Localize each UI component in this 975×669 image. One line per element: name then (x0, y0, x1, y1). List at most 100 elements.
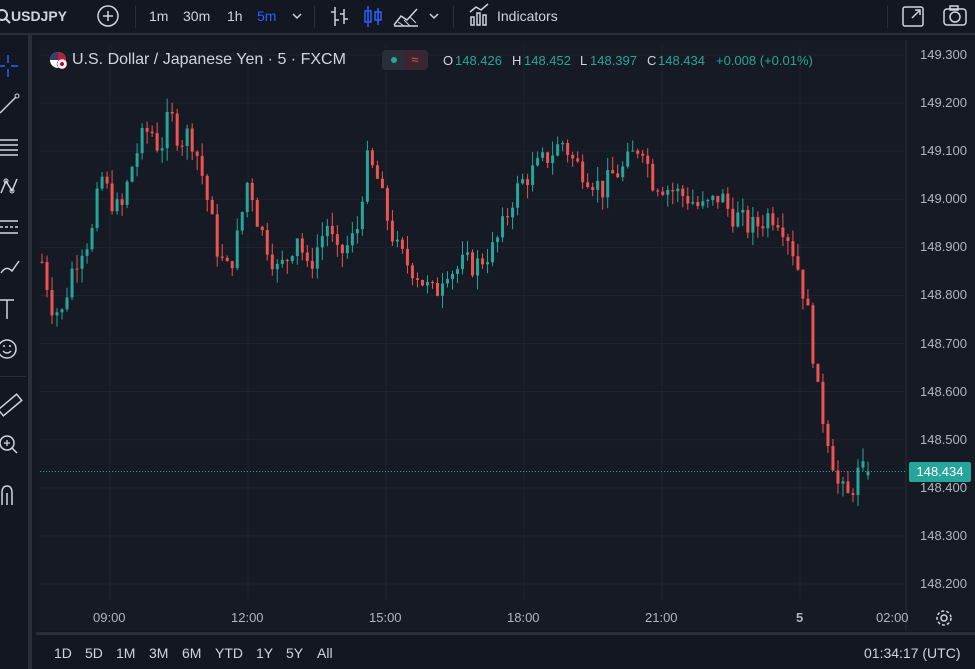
range-1m[interactable]: 1M (116, 645, 136, 661)
interval-30m[interactable]: 30m (183, 8, 211, 24)
candle-body (340, 244, 344, 254)
ohlc-low-label: L (580, 53, 588, 68)
indicators-button[interactable]: Indicators (497, 8, 558, 24)
range-1d[interactable]: 1D (54, 645, 72, 661)
candle-body (450, 273, 454, 280)
candle-body (696, 201, 700, 207)
fib-lines-icon[interactable] (0, 213, 28, 241)
utc-clock[interactable]: 01:34:17 (UTC) (864, 645, 961, 661)
candle-body (641, 153, 645, 156)
candle-body (90, 227, 94, 250)
zoom-in-icon[interactable] (0, 431, 28, 459)
candle-body (70, 268, 74, 298)
crosshair-icon[interactable] (0, 53, 28, 81)
candle-body (586, 182, 590, 188)
candle-body (290, 256, 294, 262)
price-tick-label: 148.900 (920, 239, 967, 255)
candle-body (516, 183, 520, 208)
range-5d[interactable]: 5D (85, 645, 103, 661)
candle-body (846, 481, 850, 494)
candle-body (95, 188, 99, 228)
text-tool-icon[interactable] (0, 295, 28, 323)
candle-body (355, 229, 359, 234)
candle-body (390, 220, 394, 242)
candle-body (215, 214, 219, 257)
candle-body (631, 150, 635, 152)
candles-chart-type-icon[interactable] (362, 0, 384, 33)
candle-body (385, 187, 389, 221)
interval-chevron-down-icon[interactable] (291, 0, 303, 33)
candle-body (486, 262, 490, 265)
divider (314, 6, 315, 28)
candle-body (766, 213, 770, 229)
price-tick-label: 148.300 (920, 527, 967, 543)
candle-body (195, 151, 199, 156)
candle-body (140, 127, 144, 154)
candle-body (440, 283, 444, 296)
candle-body (866, 471, 870, 476)
candle-body (801, 269, 805, 299)
candle-body (476, 258, 480, 276)
ruler-icon[interactable] (0, 391, 28, 419)
interval-1m[interactable]: 1m (149, 8, 169, 24)
magnet-icon[interactable] (0, 483, 28, 511)
camera-icon[interactable] (942, 0, 968, 33)
emoji-icon[interactable] (0, 335, 28, 363)
price-tick-label: 149.200 (920, 95, 967, 111)
symbol-name[interactable]: USDJPY (11, 8, 68, 24)
candle-body (170, 111, 174, 114)
candle-body (551, 155, 555, 163)
brush-icon[interactable] (0, 253, 28, 281)
fullscreen-icon[interactable] (901, 0, 925, 33)
candle-body (205, 175, 209, 201)
candle-body (571, 154, 575, 159)
chart-legend-title[interactable]: U.S. Dollar / Japanese Yen · 5 · FXCM (72, 51, 346, 68)
candle-body (811, 305, 815, 364)
time-tick-label: 12:00 (231, 610, 264, 625)
current-price-label: 148.434 (909, 462, 971, 482)
pattern-nodes-icon[interactable] (0, 173, 28, 201)
candle-body (741, 209, 745, 213)
candle-body (445, 279, 449, 284)
time-tick-label: 02:00 (876, 610, 909, 625)
interval-1h[interactable]: 1h (227, 8, 243, 24)
candle-body (80, 255, 84, 269)
candle-body (481, 258, 485, 265)
indicators-icon[interactable] (468, 0, 490, 33)
candle-body (315, 247, 319, 269)
candle-body (105, 176, 109, 184)
symbol-search-icon[interactable] (0, 0, 14, 33)
candle-body (295, 238, 299, 257)
interval-5m-active[interactable]: 5m (257, 8, 277, 24)
trend-line-icon[interactable] (0, 91, 28, 119)
ohlc-low-value: 148.397 (590, 53, 637, 68)
range-1y[interactable]: 1Y (256, 645, 274, 661)
candle-body (405, 248, 409, 266)
candle-body (491, 242, 495, 263)
candle-body (130, 166, 134, 182)
range-6m[interactable]: 6M (182, 645, 202, 661)
settings-gear-icon[interactable] (935, 609, 953, 632)
candle-body (461, 254, 465, 270)
candle-body (100, 176, 104, 189)
area-chart-type-icon[interactable] (392, 0, 420, 33)
candle-body (646, 155, 650, 164)
chart-type-chevron-down-icon[interactable] (428, 0, 440, 33)
range-3m[interactable]: 3M (149, 645, 169, 661)
candle-body (305, 252, 309, 261)
candle-body (791, 241, 795, 257)
ohlc-close-value: 148.434 (658, 53, 705, 68)
candle-body (250, 182, 254, 201)
horizontal-lines-icon[interactable] (0, 133, 28, 161)
candle-body (636, 150, 640, 154)
range-all[interactable]: All (317, 645, 333, 661)
range-ytd[interactable]: YTD (215, 645, 243, 661)
candle-body (676, 188, 680, 192)
market-status-badge[interactable]: ≈ (382, 50, 428, 70)
candle-body (671, 190, 675, 192)
candle-body (395, 239, 399, 242)
range-5y[interactable]: 5Y (286, 645, 304, 661)
bars-chart-type-icon[interactable] (329, 0, 351, 33)
candle-body (110, 183, 114, 212)
compare-add-icon[interactable] (96, 0, 120, 33)
